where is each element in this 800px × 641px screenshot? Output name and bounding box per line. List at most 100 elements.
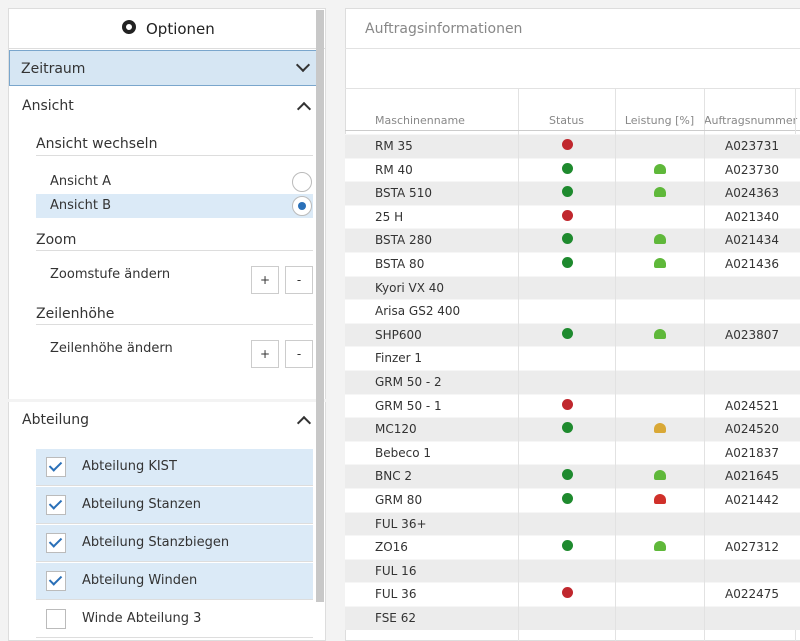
performance-icon	[654, 470, 666, 481]
underline	[36, 250, 313, 251]
column-divider	[615, 511, 616, 536]
table-row[interactable]	[345, 275, 800, 300]
performance-icon	[654, 328, 666, 339]
plus-button[interactable]: +	[251, 266, 279, 294]
column-divider	[704, 417, 705, 441]
performance-icon	[654, 187, 666, 198]
column-divider	[704, 252, 705, 276]
machine-name: ZO16	[375, 540, 408, 555]
table-row[interactable]	[345, 299, 800, 323]
department-row[interactable]	[36, 525, 313, 562]
machine-name: GRM 50 - 1	[375, 398, 442, 413]
order-number: A021340	[725, 209, 780, 224]
order-number: A023731	[725, 139, 780, 153]
table-row[interactable]	[345, 606, 800, 630]
order-number: A021442	[725, 493, 780, 507]
column-divider	[704, 606, 705, 630]
column-divider	[704, 299, 705, 323]
department-label: Abteilung Winden	[82, 573, 198, 588]
machine-name: 25 H	[375, 209, 404, 224]
column-divider	[615, 535, 616, 559]
table-row[interactable]	[345, 440, 800, 465]
radio[interactable]	[292, 172, 312, 192]
order-number: A021436	[725, 257, 780, 271]
table-row[interactable]	[345, 511, 800, 536]
department-label: Winde Abteilung 3	[82, 611, 202, 626]
order-number: A024520	[725, 422, 780, 437]
options-title: Optionen	[146, 20, 215, 38]
department-row[interactable]	[36, 601, 313, 638]
column-divider	[704, 535, 705, 559]
department-row[interactable]	[36, 563, 313, 600]
status-dot	[562, 493, 573, 504]
column-divider	[704, 511, 705, 536]
machine-name: Finzer 1	[375, 351, 423, 366]
column-divider	[704, 275, 705, 300]
column-divider	[615, 440, 616, 465]
minus-button[interactable]: -	[285, 266, 313, 294]
department-label: Abteilung Stanzbiegen	[82, 535, 230, 550]
department-row[interactable]	[36, 487, 313, 524]
main-title: Auftragsinformationen	[365, 21, 523, 37]
checkbox[interactable]	[46, 571, 66, 591]
setting-label: Zeilenhöhe ändern	[50, 341, 173, 356]
column-header[interactable]: Auftragsnummer	[704, 114, 798, 127]
column-header[interactable]: Maschinenname	[375, 114, 465, 127]
machine-name: GRM 50 - 2	[375, 375, 442, 389]
scrollbar	[316, 10, 324, 602]
status-dot	[562, 162, 573, 174]
column-divider	[615, 134, 616, 158]
column-header[interactable]: Leistung [%]	[624, 114, 695, 127]
plus-button[interactable]: +	[251, 340, 279, 368]
status-dot	[562, 422, 573, 434]
order-number: A021645	[725, 469, 780, 484]
performance-icon	[654, 541, 666, 552]
gear-icon	[122, 20, 136, 34]
column-divider	[615, 606, 616, 630]
status-dot	[562, 186, 573, 198]
department-row[interactable]	[36, 449, 313, 486]
machine-name: BSTA 510	[375, 186, 432, 201]
checkbox[interactable]	[46, 609, 66, 629]
checkbox[interactable]	[46, 495, 66, 515]
table-row[interactable]	[345, 370, 800, 394]
department-label: Abteilung Stanzen	[82, 497, 201, 512]
order-number: A021434	[725, 233, 780, 248]
column-header[interactable]: Status	[548, 114, 585, 127]
column-divider	[704, 464, 705, 488]
column-divider	[518, 299, 519, 323]
order-number: A024363	[725, 186, 780, 201]
subheading: Zeilenhöhe	[36, 306, 115, 322]
option-label: Ansicht A	[50, 174, 112, 189]
column-divider	[615, 393, 616, 418]
subheading: Ansicht wechseln	[36, 136, 158, 152]
machine-name: SHP600	[375, 327, 422, 342]
machine-name: RM 35	[375, 139, 413, 153]
underline	[36, 324, 313, 325]
column-divider	[518, 204, 519, 229]
status-dot	[562, 469, 573, 481]
column-divider	[704, 346, 705, 370]
minus-button[interactable]: -	[285, 340, 313, 368]
column-divider	[615, 582, 616, 606]
performance-icon	[654, 258, 666, 268]
column-divider	[518, 558, 519, 583]
performance-icon	[654, 494, 666, 504]
column-divider	[615, 488, 616, 512]
column-divider	[615, 417, 616, 441]
period-title: Zeitraum	[21, 61, 86, 77]
checkbox[interactable]	[46, 533, 66, 553]
period-bar[interactable]	[9, 50, 324, 86]
department-title: Abteilung	[22, 412, 89, 428]
table-row[interactable]	[345, 558, 800, 583]
column-divider	[518, 228, 519, 252]
column-divider	[518, 181, 519, 205]
checkbox[interactable]	[46, 457, 66, 477]
machine-name: BNC 2	[375, 469, 413, 484]
column-divider	[615, 464, 616, 488]
status-dot	[562, 327, 573, 339]
machine-name: RM 40	[375, 162, 413, 177]
table-row[interactable]	[345, 346, 800, 370]
separator	[345, 88, 800, 89]
order-number: A023807	[725, 327, 780, 342]
